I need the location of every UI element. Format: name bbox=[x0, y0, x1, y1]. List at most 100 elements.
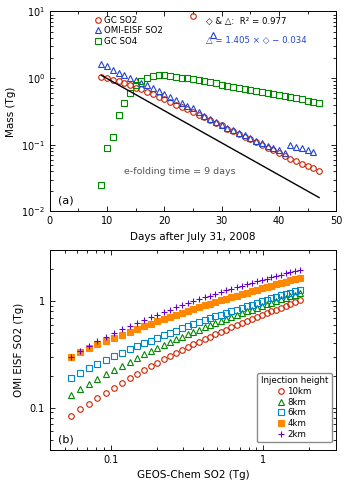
GC SO2 bbox=[271, 148, 275, 154]
GC SO4 bbox=[105, 145, 109, 151]
OMI-EISF SO2 bbox=[225, 125, 229, 131]
GC SO4 bbox=[168, 73, 172, 79]
GC SO2 bbox=[317, 168, 321, 174]
OMI-EISF SO2 bbox=[99, 62, 103, 68]
GC SO2 bbox=[283, 153, 287, 159]
GC SO2 bbox=[294, 158, 298, 164]
GC SO2 bbox=[168, 99, 172, 105]
OMI-EISF SO2 bbox=[122, 72, 126, 78]
GC SO4 bbox=[300, 96, 304, 102]
OMI-EISF SO2 bbox=[231, 127, 235, 133]
OMI-EISF SO2 bbox=[134, 77, 138, 83]
GC SO4 bbox=[225, 83, 229, 88]
Line: GC SO2: GC SO2 bbox=[98, 74, 322, 174]
Text: ◇ & △:  R² = 0.977: ◇ & △: R² = 0.977 bbox=[206, 17, 286, 25]
OMI-EISF SO2 bbox=[248, 136, 252, 141]
GC SO4 bbox=[203, 79, 207, 85]
GC SO2 bbox=[203, 114, 207, 120]
GC SO4 bbox=[197, 77, 201, 83]
OMI-EISF SO2 bbox=[105, 64, 109, 69]
GC SO2 bbox=[122, 80, 126, 86]
GC SO2 bbox=[145, 89, 149, 95]
OMI-EISF SO2 bbox=[151, 85, 155, 90]
GC SO4 bbox=[145, 75, 149, 81]
GC SO2 bbox=[231, 128, 235, 134]
GC SO2 bbox=[174, 102, 178, 107]
GC SO4 bbox=[271, 91, 275, 97]
OMI-EISF SO2 bbox=[111, 68, 115, 73]
GC SO4 bbox=[185, 75, 189, 81]
GC SO4 bbox=[306, 98, 310, 104]
GC SO4 bbox=[99, 182, 103, 188]
OMI-EISF SO2 bbox=[197, 109, 201, 115]
GC SO2 bbox=[162, 96, 166, 102]
GC SO2 bbox=[254, 139, 258, 145]
GC SO2 bbox=[311, 166, 315, 172]
GC SO4 bbox=[254, 88, 258, 94]
GC SO4 bbox=[111, 134, 115, 140]
GC SO2 bbox=[117, 78, 121, 84]
OMI-EISF SO2 bbox=[300, 145, 304, 151]
GC SO4 bbox=[180, 75, 184, 81]
GC SO4 bbox=[294, 95, 298, 101]
OMI-EISF SO2 bbox=[254, 138, 258, 143]
GC SO2 bbox=[243, 134, 247, 139]
GC SO4 bbox=[117, 112, 121, 118]
X-axis label: GEOS-Chem SO2 (Tg): GEOS-Chem SO2 (Tg) bbox=[137, 470, 250, 481]
GC SO2 bbox=[248, 137, 252, 142]
GC SO2 bbox=[237, 131, 241, 137]
GC SO2 bbox=[180, 104, 184, 110]
GC SO4 bbox=[248, 87, 252, 93]
Text: △ = 1.405 × ◇ − 0.034: △ = 1.405 × ◇ − 0.034 bbox=[206, 35, 307, 44]
GC SO4 bbox=[220, 82, 224, 87]
GC SO4 bbox=[283, 93, 287, 99]
GC SO4 bbox=[288, 94, 293, 100]
Text: e-folding time = 9 days: e-folding time = 9 days bbox=[124, 167, 236, 176]
OMI-EISF SO2 bbox=[191, 105, 195, 111]
GC SO4 bbox=[231, 84, 235, 90]
GC SO2 bbox=[197, 112, 201, 118]
GC SO2 bbox=[105, 75, 109, 81]
Y-axis label: OMI EISF SO2 (Tg): OMI EISF SO2 (Tg) bbox=[14, 303, 24, 397]
OMI-EISF SO2 bbox=[185, 103, 189, 109]
OMI-EISF SO2 bbox=[214, 119, 218, 125]
OMI-EISF SO2 bbox=[266, 143, 270, 149]
GC SO2 bbox=[288, 156, 293, 161]
OMI-EISF SO2 bbox=[283, 150, 287, 156]
GC SO4 bbox=[317, 100, 321, 106]
OMI-EISF SO2 bbox=[128, 75, 132, 81]
OMI-EISF SO2 bbox=[260, 140, 264, 146]
GC SO4 bbox=[277, 92, 281, 98]
X-axis label: Days after July 31, 2008: Days after July 31, 2008 bbox=[130, 232, 256, 242]
OMI-EISF SO2 bbox=[288, 142, 293, 148]
GC SO4 bbox=[162, 72, 166, 78]
GC SO2 bbox=[151, 91, 155, 97]
GC SO4 bbox=[311, 99, 315, 105]
OMI-EISF SO2 bbox=[180, 100, 184, 105]
Line: OMI-EISF SO2: OMI-EISF SO2 bbox=[98, 62, 316, 156]
OMI-EISF SO2 bbox=[294, 143, 298, 149]
GC SO4 bbox=[122, 100, 126, 106]
GC SO2 bbox=[111, 77, 115, 83]
GC SO2 bbox=[225, 125, 229, 131]
GC SO4 bbox=[243, 87, 247, 92]
GC SO4 bbox=[266, 90, 270, 96]
GC SO4 bbox=[237, 85, 241, 91]
OMI-EISF SO2 bbox=[243, 133, 247, 139]
GC SO2 bbox=[157, 94, 161, 100]
OMI-EISF SO2 bbox=[162, 91, 166, 97]
OMI-EISF SO2 bbox=[117, 70, 121, 76]
GC SO4 bbox=[191, 76, 195, 82]
Y-axis label: Mass (Tg): Mass (Tg) bbox=[6, 86, 16, 137]
OMI-EISF SO2 bbox=[271, 145, 275, 151]
GC SO2 bbox=[260, 142, 264, 148]
GC SO4 bbox=[157, 72, 161, 78]
OMI-EISF SO2 bbox=[277, 148, 281, 154]
GC SO2 bbox=[140, 87, 144, 92]
GC SO4 bbox=[208, 80, 212, 86]
OMI-EISF SO2 bbox=[145, 82, 149, 88]
GC SO2 bbox=[134, 85, 138, 90]
GC SO2 bbox=[128, 82, 132, 88]
GC SO2 bbox=[208, 117, 212, 123]
OMI-EISF SO2 bbox=[220, 122, 224, 128]
